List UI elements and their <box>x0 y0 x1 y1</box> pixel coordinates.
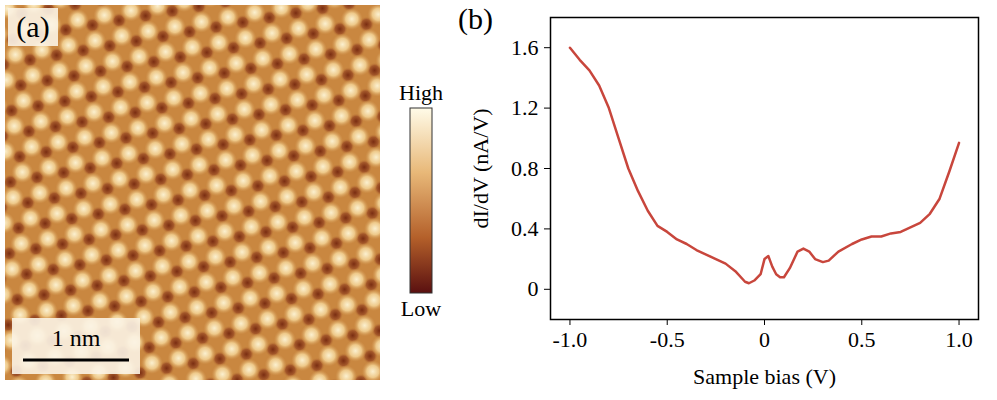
html-text:(b): (b) <box>458 2 493 35</box>
svg-text:Low: Low <box>401 296 441 321</box>
svg-text:0: 0 <box>528 276 539 301</box>
svg-text:dI/dV (nA/V): dI/dV (nA/V) <box>468 109 493 229</box>
svg-text:1.6: 1.6 <box>511 35 539 60</box>
svg-text:(a): (a) <box>16 10 49 44</box>
svg-text:0.5: 0.5 <box>848 327 876 352</box>
svg-text:0: 0 <box>759 327 770 352</box>
svg-text:High: High <box>399 80 443 105</box>
svg-text:0.4: 0.4 <box>511 216 539 241</box>
svg-text:0.8: 0.8 <box>511 156 539 181</box>
svg-text:1.0: 1.0 <box>945 327 973 352</box>
svg-text:Sample bias (V): Sample bias (V) <box>693 364 836 389</box>
svg-text:1.2: 1.2 <box>511 95 539 120</box>
svg-text:-1.0: -1.0 <box>553 327 588 352</box>
svg-text:-0.5: -0.5 <box>650 327 685 352</box>
svg-text:1 nm: 1 nm <box>52 325 101 351</box>
